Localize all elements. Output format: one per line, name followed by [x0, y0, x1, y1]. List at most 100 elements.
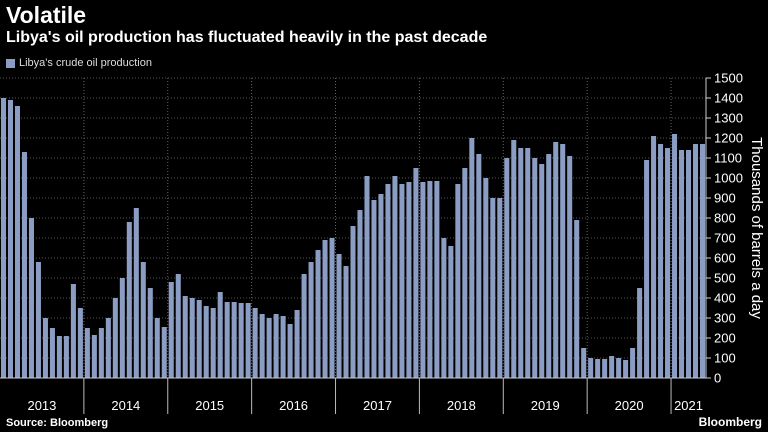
legend-label: Libya's crude oil production — [19, 57, 152, 69]
bar — [420, 182, 426, 378]
bar — [329, 238, 335, 378]
bar — [91, 335, 97, 378]
bar — [504, 158, 510, 378]
bar — [168, 282, 174, 378]
y-tick-label: 1200 — [714, 131, 743, 146]
bar — [301, 274, 307, 378]
bar — [525, 148, 531, 378]
bar — [343, 266, 349, 378]
bar — [686, 150, 692, 378]
bar — [364, 176, 370, 378]
legend-swatch — [6, 58, 15, 68]
bar — [630, 348, 636, 378]
bar — [595, 359, 601, 378]
y-tick-label: 0 — [714, 371, 721, 386]
bar — [413, 168, 419, 378]
bar — [0, 98, 7, 378]
bar — [126, 222, 132, 378]
bar — [532, 158, 538, 378]
bar — [280, 316, 286, 378]
bar — [259, 314, 265, 378]
bar — [98, 328, 104, 378]
bar — [252, 308, 258, 378]
x-tick-label: 2019 — [531, 398, 560, 413]
bar — [35, 262, 41, 378]
bar — [497, 198, 503, 378]
bar — [294, 310, 300, 378]
bar — [315, 250, 321, 378]
bar — [679, 150, 685, 378]
y-tick-label: 1300 — [714, 111, 743, 126]
bar — [7, 100, 14, 378]
bar — [14, 106, 20, 378]
x-tick-label: 2017 — [363, 398, 392, 413]
bar — [217, 292, 223, 378]
x-tick-label: 2020 — [615, 398, 644, 413]
bar — [182, 296, 188, 378]
bar — [21, 152, 27, 378]
bar — [518, 148, 524, 378]
bar — [161, 327, 167, 378]
bar — [560, 144, 566, 378]
y-tick-label: 600 — [714, 251, 736, 266]
bar — [574, 220, 580, 378]
bar — [42, 318, 48, 378]
bar — [336, 254, 342, 378]
bar — [350, 226, 356, 378]
bar — [308, 262, 314, 378]
bar — [28, 218, 34, 378]
y-axis-label: Thousands of barrels a day — [748, 137, 765, 319]
bar — [322, 240, 328, 378]
bar — [147, 288, 153, 378]
y-tick-label: 300 — [714, 311, 736, 326]
bar — [231, 302, 237, 378]
chart-subtitle: Libya's oil production has fluctuated he… — [6, 29, 488, 46]
bar — [203, 306, 209, 378]
bar — [434, 181, 440, 378]
y-tick-label: 500 — [714, 271, 736, 286]
chart-title: Volatile — [6, 2, 87, 28]
x-tick-label: 2018 — [447, 398, 476, 413]
bar — [210, 308, 216, 378]
y-tick-label: 1000 — [714, 171, 743, 186]
bar — [56, 336, 62, 378]
bar — [441, 238, 447, 378]
bar — [616, 358, 622, 378]
bar — [539, 164, 545, 378]
bar — [245, 303, 251, 378]
bar — [651, 136, 657, 378]
source-note: Source: Bloomberg — [6, 417, 109, 429]
bar — [476, 154, 482, 378]
bar — [266, 318, 272, 378]
bar — [699, 144, 706, 378]
bar — [238, 303, 244, 378]
bar — [196, 300, 202, 378]
y-tick-label: 1100 — [714, 151, 742, 166]
bar — [644, 160, 650, 378]
y-tick-label: 1500 — [714, 71, 743, 86]
bar — [483, 178, 489, 378]
bar — [602, 359, 608, 378]
brand-logo: Bloomberg — [698, 415, 762, 429]
bar — [70, 284, 76, 378]
bar — [406, 182, 412, 378]
bar — [392, 176, 398, 378]
bar — [371, 200, 377, 378]
bar — [77, 308, 83, 378]
y-tick-label: 1400 — [714, 91, 743, 106]
bar — [140, 262, 146, 378]
bar — [637, 288, 643, 378]
bar — [287, 324, 293, 378]
bar — [378, 194, 384, 378]
y-tick-label: 200 — [714, 331, 736, 346]
y-tick-label: 400 — [714, 291, 736, 306]
legend: Libya's crude oil production — [6, 57, 152, 69]
bar — [588, 358, 594, 378]
bar — [462, 168, 468, 378]
bar — [427, 181, 433, 378]
y-tick-label: 900 — [714, 191, 736, 206]
bar — [692, 144, 699, 378]
bar — [511, 140, 517, 378]
bar — [553, 142, 559, 378]
